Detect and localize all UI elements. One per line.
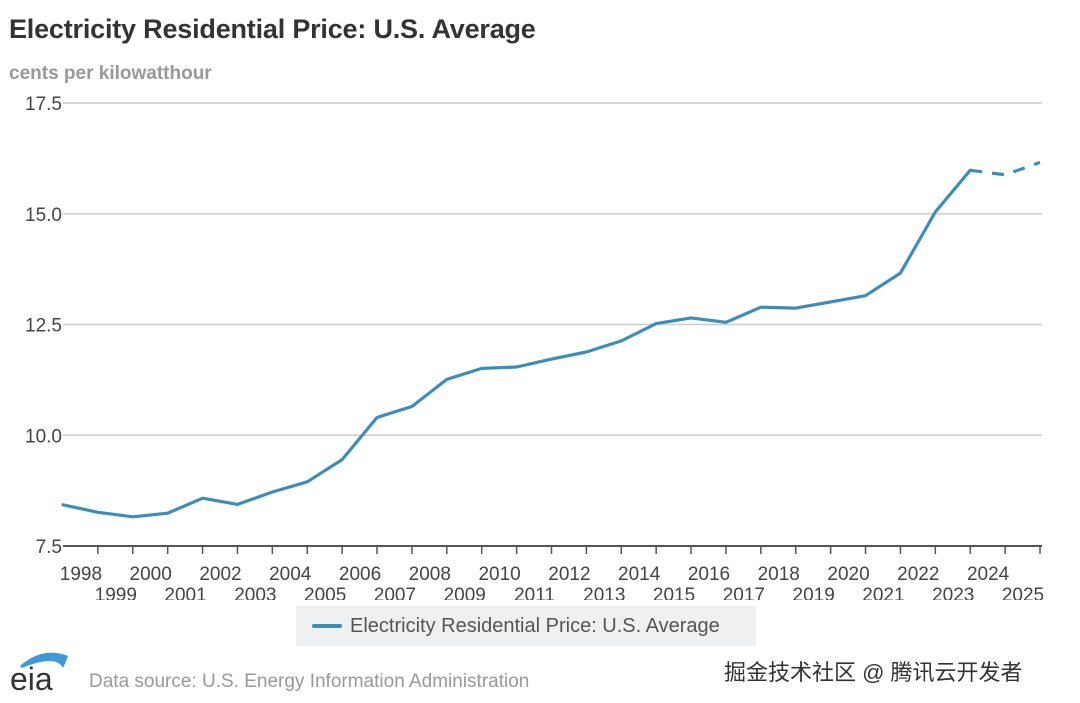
x-tick-label: 2023 <box>932 585 974 600</box>
y-tick-label: 15.0 <box>25 205 62 226</box>
x-tick-label: 2010 <box>478 564 520 585</box>
x-tick-label: 2019 <box>793 585 835 600</box>
x-tick-label: 2009 <box>444 585 486 600</box>
x-tick-label: 2018 <box>758 564 800 585</box>
y-axis-ticks: 7.5 10.0 12.5 15.0 17.5 <box>25 94 62 558</box>
x-tick-label: 2017 <box>723 585 765 600</box>
x-tick-label: 2007 <box>374 585 416 600</box>
legend[interactable]: Electricity Residential Price: U.S. Aver… <box>296 606 756 646</box>
y-tick-label: 17.5 <box>25 94 62 115</box>
gridlines <box>63 102 1042 436</box>
x-tick-label: 1999 <box>95 585 137 600</box>
watermark: 掘金技术社区 @ 腾讯云开发者 <box>724 660 1023 685</box>
y-tick-label: 7.5 <box>36 537 62 558</box>
x-tick-label: 2024 <box>967 564 1010 585</box>
legend-swatch <box>312 624 342 628</box>
eia-logo-text: eia <box>10 661 53 694</box>
x-axis-ticks: 1998199920002001200220032004200520062007… <box>60 546 1044 600</box>
x-tick-label: 2016 <box>688 564 730 585</box>
series-line-forecast <box>969 160 1041 177</box>
x-tick-label: 2001 <box>164 585 206 600</box>
y-tick-label: 12.5 <box>25 316 62 337</box>
x-tick-label: 2006 <box>339 564 381 585</box>
x-tick-label: 2021 <box>862 585 904 600</box>
chart-title: Electricity Residential Price: U.S. Aver… <box>9 14 536 44</box>
eia-logo-swoosh <box>20 652 68 668</box>
x-tick-label: 2014 <box>618 564 661 585</box>
y-axis-units-label: cents per kilowatthour <box>9 63 212 84</box>
x-tick-label: 2003 <box>234 585 276 600</box>
x-tick-label: 2000 <box>130 564 172 585</box>
x-tick-label: 2004 <box>269 564 312 585</box>
x-tick-label: 2025 <box>1002 585 1044 600</box>
x-tick-label: 2002 <box>199 564 241 585</box>
x-tick-label: 2012 <box>548 564 590 585</box>
series-line-actual <box>61 168 972 519</box>
x-tick-label: 1998 <box>60 564 102 585</box>
x-tick-label: 2013 <box>583 585 625 600</box>
eia-logo: eia <box>10 652 68 694</box>
series-lines <box>61 160 1041 519</box>
y-tick-label: 10.0 <box>25 426 62 447</box>
x-tick-label: 2011 <box>514 585 555 600</box>
x-tick-label: 2008 <box>409 564 451 585</box>
x-tick-label: 2015 <box>653 585 695 600</box>
line-chart: 7.5 10.0 12.5 15.0 17.5 19981999200020012002… <box>25 94 1044 600</box>
x-tick-label: 2020 <box>827 564 869 585</box>
x-tick-label: 2022 <box>897 564 939 585</box>
data-source: Data source: U.S. Energy Information Adm… <box>89 671 530 692</box>
x-tick-label: 2005 <box>304 585 346 600</box>
legend-label: Electricity Residential Price: U.S. Aver… <box>350 614 720 637</box>
